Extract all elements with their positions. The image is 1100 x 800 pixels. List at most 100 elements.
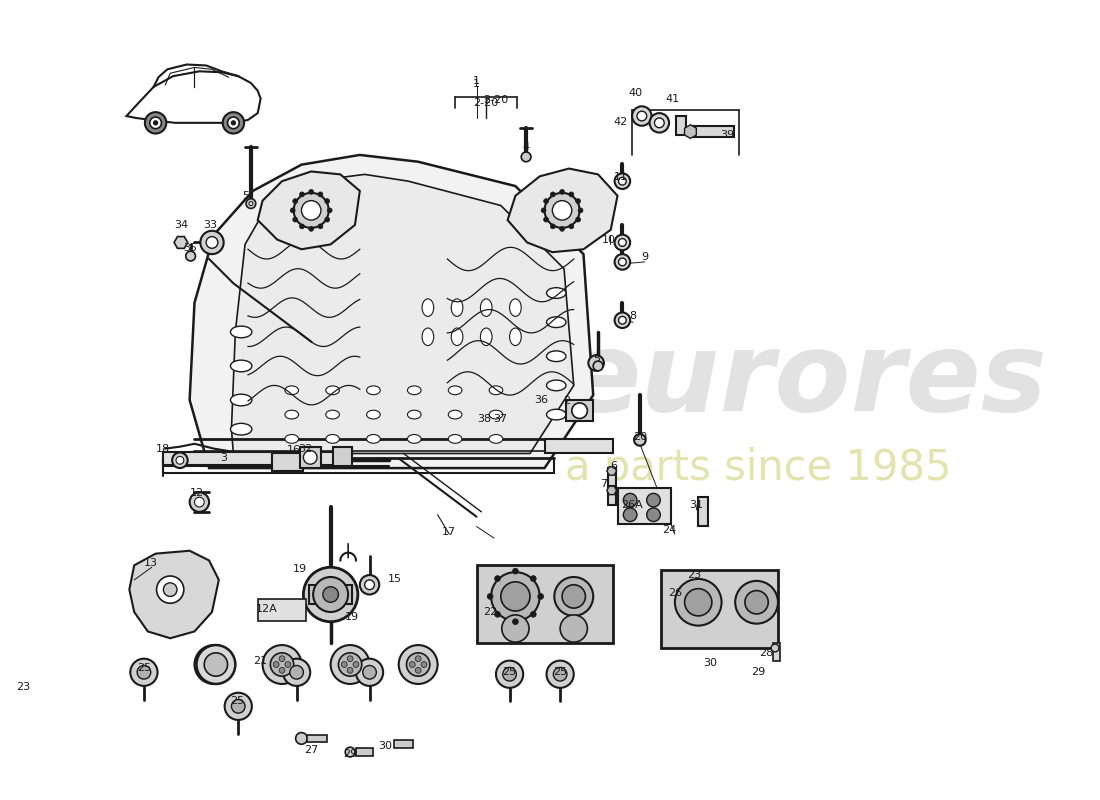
Circle shape bbox=[283, 658, 310, 686]
Circle shape bbox=[246, 198, 256, 209]
Circle shape bbox=[263, 645, 301, 684]
Ellipse shape bbox=[449, 410, 462, 419]
Ellipse shape bbox=[509, 299, 521, 316]
Ellipse shape bbox=[490, 434, 503, 443]
Circle shape bbox=[314, 577, 348, 612]
Bar bbox=[566, 400, 593, 422]
Circle shape bbox=[543, 217, 549, 222]
Circle shape bbox=[360, 575, 379, 594]
Text: 39: 39 bbox=[720, 130, 735, 141]
Text: 25: 25 bbox=[553, 667, 568, 678]
Text: 1: 1 bbox=[473, 79, 480, 89]
Circle shape bbox=[211, 667, 217, 674]
Text: 8: 8 bbox=[629, 311, 637, 322]
Circle shape bbox=[345, 747, 355, 757]
Ellipse shape bbox=[422, 328, 433, 346]
Circle shape bbox=[231, 121, 235, 125]
Circle shape bbox=[156, 576, 184, 603]
Circle shape bbox=[289, 666, 304, 679]
Circle shape bbox=[521, 152, 531, 162]
Ellipse shape bbox=[449, 386, 462, 394]
Bar bbox=[544, 439, 613, 453]
Circle shape bbox=[231, 699, 245, 713]
Ellipse shape bbox=[451, 328, 463, 346]
Circle shape bbox=[339, 653, 362, 676]
Text: 27: 27 bbox=[304, 745, 318, 755]
Text: 33: 33 bbox=[204, 220, 217, 230]
Text: 30: 30 bbox=[378, 741, 392, 751]
Bar bbox=[675, 116, 685, 135]
Circle shape bbox=[327, 208, 332, 213]
Polygon shape bbox=[684, 125, 696, 138]
Circle shape bbox=[145, 112, 166, 134]
Circle shape bbox=[550, 192, 556, 197]
Bar bbox=[307, 734, 327, 742]
Circle shape bbox=[164, 583, 177, 597]
Circle shape bbox=[495, 611, 500, 618]
Circle shape bbox=[217, 662, 222, 667]
Ellipse shape bbox=[407, 386, 421, 394]
Circle shape bbox=[615, 254, 630, 270]
Circle shape bbox=[205, 653, 228, 676]
Circle shape bbox=[363, 666, 376, 679]
Circle shape bbox=[538, 594, 543, 599]
Circle shape bbox=[632, 106, 651, 126]
Text: 30: 30 bbox=[703, 658, 717, 667]
Ellipse shape bbox=[326, 386, 340, 394]
Bar bbox=[332, 446, 352, 466]
Text: 5: 5 bbox=[242, 190, 250, 201]
Text: 24: 24 bbox=[662, 526, 676, 535]
Circle shape bbox=[299, 192, 305, 197]
Circle shape bbox=[409, 662, 415, 667]
Polygon shape bbox=[607, 466, 616, 475]
Circle shape bbox=[296, 733, 307, 744]
Circle shape bbox=[588, 355, 604, 371]
Bar bbox=[356, 748, 373, 756]
Circle shape bbox=[513, 568, 518, 574]
Text: 13: 13 bbox=[144, 558, 157, 568]
Ellipse shape bbox=[231, 423, 252, 435]
Ellipse shape bbox=[490, 410, 503, 419]
Text: 34: 34 bbox=[174, 220, 188, 230]
Text: 12: 12 bbox=[189, 488, 204, 498]
Polygon shape bbox=[126, 71, 261, 123]
Ellipse shape bbox=[285, 434, 298, 443]
Ellipse shape bbox=[231, 360, 252, 372]
Bar bbox=[164, 451, 333, 465]
Circle shape bbox=[206, 662, 211, 667]
Circle shape bbox=[176, 457, 184, 464]
Circle shape bbox=[189, 492, 209, 512]
Circle shape bbox=[618, 238, 626, 246]
Ellipse shape bbox=[547, 351, 567, 362]
Circle shape bbox=[618, 316, 626, 324]
Circle shape bbox=[206, 237, 218, 248]
Circle shape bbox=[503, 667, 516, 681]
Circle shape bbox=[222, 112, 244, 134]
Circle shape bbox=[138, 666, 151, 679]
Polygon shape bbox=[130, 550, 219, 638]
Text: 25: 25 bbox=[136, 663, 151, 674]
Bar bbox=[608, 468, 616, 486]
Circle shape bbox=[299, 224, 305, 229]
Bar bbox=[698, 498, 708, 526]
Circle shape bbox=[530, 611, 536, 618]
Circle shape bbox=[562, 585, 585, 608]
Circle shape bbox=[249, 202, 253, 206]
Text: 28: 28 bbox=[759, 648, 773, 658]
Ellipse shape bbox=[231, 326, 252, 338]
Text: 4: 4 bbox=[522, 142, 530, 152]
Bar bbox=[773, 643, 780, 661]
Text: 35: 35 bbox=[184, 243, 198, 254]
Ellipse shape bbox=[547, 288, 567, 298]
Circle shape bbox=[560, 615, 587, 642]
Ellipse shape bbox=[231, 394, 252, 406]
Ellipse shape bbox=[366, 386, 381, 394]
Text: 21: 21 bbox=[254, 656, 267, 666]
Text: 37: 37 bbox=[493, 414, 507, 425]
Circle shape bbox=[309, 190, 313, 194]
Circle shape bbox=[172, 453, 188, 468]
Circle shape bbox=[285, 662, 290, 667]
Ellipse shape bbox=[449, 434, 462, 443]
Text: 12A: 12A bbox=[255, 604, 277, 614]
Circle shape bbox=[684, 589, 712, 616]
